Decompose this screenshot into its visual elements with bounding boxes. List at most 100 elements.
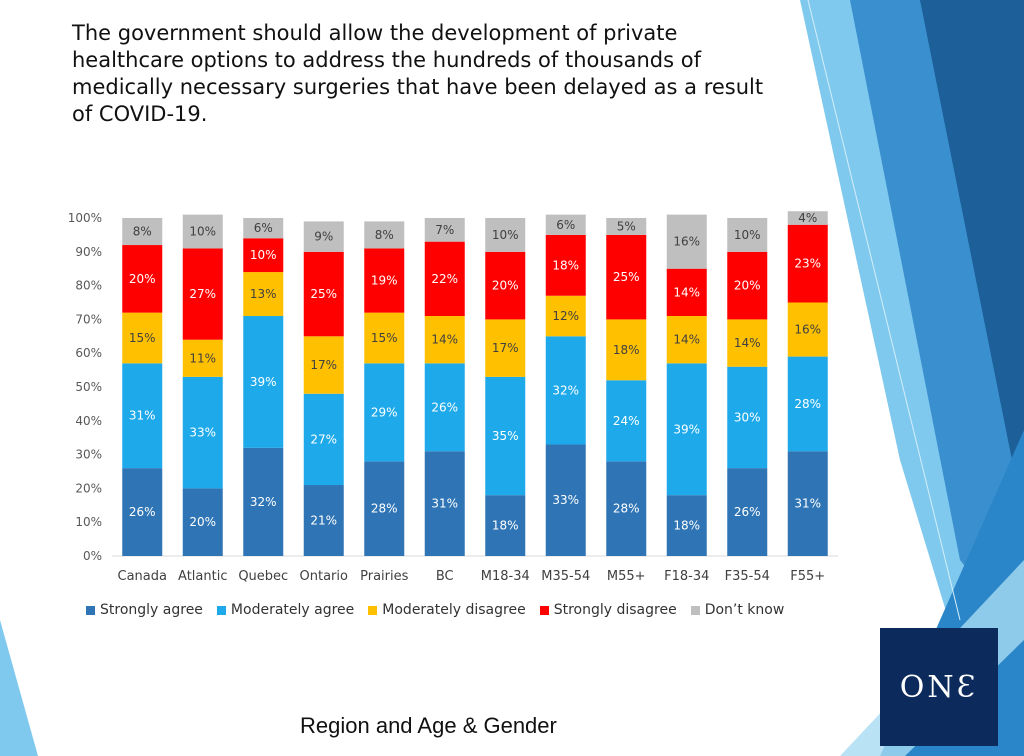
data-label: 16%	[794, 323, 821, 337]
legend-label: Moderately agree	[231, 602, 354, 618]
data-label: 27%	[189, 287, 216, 301]
data-label: 14%	[734, 336, 761, 350]
data-label: 6%	[254, 221, 273, 235]
data-label: 8%	[375, 228, 394, 242]
logo-text: ONƐ	[900, 670, 979, 705]
data-label: 5%	[617, 219, 636, 233]
x-tick-label: Quebec	[238, 569, 288, 584]
data-label: 13%	[250, 287, 277, 301]
data-label: 19%	[371, 274, 398, 288]
legend-swatch	[86, 606, 95, 615]
legend-item: Strongly disagree	[540, 602, 677, 618]
data-label: 31%	[431, 497, 458, 511]
data-label: 23%	[794, 257, 821, 271]
y-tick-label: 10%	[75, 515, 102, 529]
data-label: 25%	[310, 287, 337, 301]
legend-swatch	[217, 606, 226, 615]
x-tick-label: Atlantic	[178, 569, 227, 584]
x-tick-label: BC	[436, 569, 454, 584]
data-label: 9%	[314, 230, 333, 244]
x-tick-label: Ontario	[300, 569, 348, 584]
data-label: 30%	[734, 410, 761, 424]
data-label: 16%	[673, 235, 700, 249]
y-tick-label: 80%	[75, 279, 102, 293]
chart-legend: Strongly agree Moderately agree Moderately…	[86, 602, 846, 618]
legend-label: Moderately disagree	[382, 602, 525, 618]
data-label: 18%	[673, 519, 700, 533]
legend-swatch	[540, 606, 549, 615]
data-label: 15%	[371, 331, 398, 345]
data-label: 10%	[492, 228, 519, 242]
data-label: 32%	[250, 495, 277, 509]
data-label: 26%	[734, 505, 761, 519]
data-label: 10%	[734, 228, 761, 242]
y-tick-label: 100%	[68, 211, 102, 225]
x-tick-label: F55+	[790, 569, 825, 584]
data-label: 25%	[613, 270, 640, 284]
legend-label: Don’t know	[705, 602, 785, 618]
y-tick-label: 40%	[75, 414, 102, 428]
legend-swatch	[691, 606, 700, 615]
legend-item: Moderately agree	[217, 602, 354, 618]
x-tick-label: M55+	[607, 569, 646, 584]
data-label: 14%	[431, 333, 458, 347]
data-label: 7%	[435, 223, 454, 237]
x-tick-label: Prairies	[360, 569, 408, 584]
data-label: 17%	[492, 341, 519, 355]
data-label: 32%	[552, 383, 579, 397]
data-label: 21%	[310, 514, 337, 528]
legend-label: Strongly disagree	[554, 602, 677, 618]
data-label: 20%	[734, 279, 761, 293]
data-label: 39%	[673, 422, 700, 436]
x-tick-label: M35-54	[541, 569, 590, 584]
data-label: 11%	[189, 351, 216, 365]
data-label: 4%	[798, 211, 817, 225]
data-label: 27%	[310, 432, 337, 446]
y-tick-label: 70%	[75, 312, 102, 326]
data-label: 33%	[189, 426, 216, 440]
legend-label: Strongly agree	[100, 602, 203, 618]
data-label: 10%	[250, 248, 277, 262]
x-tick-label: Canada	[118, 569, 167, 584]
data-label: 8%	[133, 225, 152, 239]
legend-item: Don’t know	[691, 602, 785, 618]
data-label: 18%	[613, 343, 640, 357]
data-label: 29%	[371, 405, 398, 419]
data-label: 18%	[552, 258, 579, 272]
data-label: 24%	[613, 414, 640, 428]
data-label: 10%	[189, 225, 216, 239]
data-label: 28%	[371, 502, 398, 516]
data-label: 14%	[673, 333, 700, 347]
data-label: 31%	[129, 409, 156, 423]
data-label: 28%	[613, 502, 640, 516]
y-tick-label: 50%	[75, 380, 102, 394]
y-tick-label: 30%	[75, 448, 102, 462]
y-tick-label: 0%	[83, 549, 102, 563]
x-tick-label: M18-34	[481, 569, 530, 584]
data-label: 26%	[431, 400, 458, 414]
y-tick-label: 60%	[75, 346, 102, 360]
y-tick-label: 90%	[75, 245, 102, 259]
data-label: 31%	[794, 497, 821, 511]
data-label: 20%	[492, 279, 519, 293]
data-label: 15%	[129, 331, 156, 345]
one-logo: ONƐ	[880, 628, 998, 746]
data-label: 39%	[250, 375, 277, 389]
data-label: 6%	[556, 218, 575, 232]
legend-item: Strongly agree	[86, 602, 203, 618]
data-label: 28%	[794, 397, 821, 411]
data-label: 20%	[129, 272, 156, 286]
y-tick-label: 20%	[75, 481, 102, 495]
data-label: 17%	[310, 358, 337, 372]
data-label: 26%	[129, 505, 156, 519]
x-tick-label: F18-34	[664, 569, 709, 584]
data-label: 35%	[492, 429, 519, 443]
legend-swatch	[368, 606, 377, 615]
data-label: 20%	[189, 515, 216, 529]
data-label: 22%	[431, 272, 458, 286]
data-label: 33%	[552, 493, 579, 507]
data-label: 12%	[552, 309, 579, 323]
slide-subtitle: Region and Age & Gender	[300, 713, 557, 739]
x-tick-label: F35-54	[725, 569, 770, 584]
